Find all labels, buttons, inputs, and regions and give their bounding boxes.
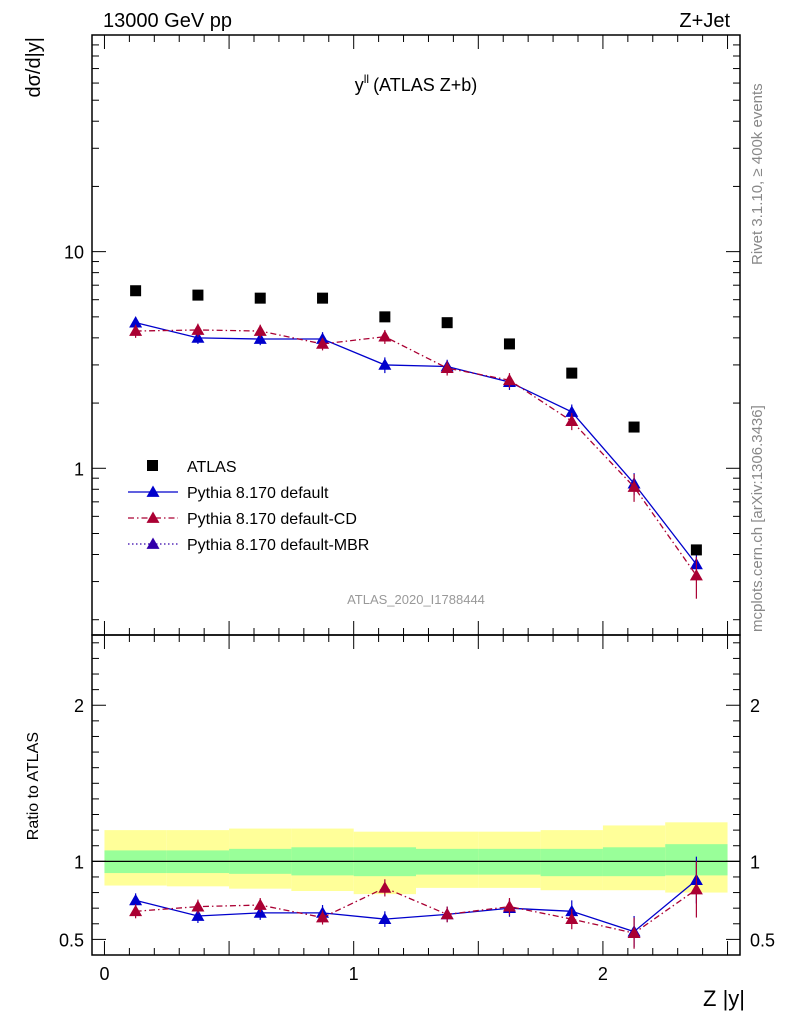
ratio-point-cd xyxy=(689,882,703,895)
x-tick-label: 2 xyxy=(598,964,608,984)
point-cd xyxy=(565,414,579,427)
point-cd xyxy=(378,330,392,342)
series-line-cd xyxy=(135,329,697,576)
legend-label-default: Pythia 8.170 default xyxy=(187,485,329,502)
legend-label-mbr: Pythia 8.170 default-MBR xyxy=(187,537,369,554)
mcplots-label: mcplots.cern.ch [arXiv:1306.3436] xyxy=(749,405,766,632)
point-atlas xyxy=(192,289,204,301)
point-atlas xyxy=(130,285,142,297)
main-title-rest: (ATLAS Z+b) xyxy=(373,75,477,95)
ratio-y-tick-label: 1 xyxy=(74,852,84,872)
ratio-point-default xyxy=(129,893,143,906)
ratio-line-default xyxy=(135,879,697,933)
legend-marker-default xyxy=(146,485,160,497)
ratio-point-cd xyxy=(627,926,641,939)
point-cd xyxy=(191,323,205,335)
point-atlas xyxy=(317,292,329,304)
point-cd xyxy=(627,480,641,492)
ratio-point-cd xyxy=(253,898,267,910)
point-default xyxy=(378,358,392,370)
ratio-point-cd xyxy=(502,900,516,912)
main-panel: 1 10 yll (ATLAS Z+b) dσ/d|y| ATLAS_2020_I1… xyxy=(23,34,741,636)
point-default xyxy=(191,331,205,343)
ratio-point-cd xyxy=(565,912,579,924)
main-y-tick-label: 1 xyxy=(74,459,84,479)
ratio-y-tick-label: 2 xyxy=(74,696,84,716)
main-title-superscript: ll xyxy=(364,72,369,86)
point-atlas xyxy=(690,544,702,556)
point-default xyxy=(253,332,267,344)
ratio-point-cd xyxy=(440,907,454,920)
point-atlas xyxy=(503,338,515,350)
main-y-tick-label: 10 xyxy=(64,243,84,263)
legend-marker-mbr xyxy=(146,537,160,549)
legend-marker-cd xyxy=(146,511,160,523)
main-title-main: y xyxy=(355,75,364,95)
analysis-watermark: ATLAS_2020_I1788444 xyxy=(347,592,485,607)
legend-marker-atlas xyxy=(147,460,158,471)
ratio-line-cd xyxy=(135,887,697,934)
point-cd xyxy=(316,337,330,349)
ratio-point-default xyxy=(191,909,205,921)
point-cd xyxy=(502,373,516,386)
point-cd xyxy=(129,324,143,336)
point-atlas xyxy=(254,292,266,304)
ratio-band-inner xyxy=(540,848,603,877)
point-cd xyxy=(440,361,454,373)
ratio-point-default xyxy=(378,912,392,924)
ratio-point-cd xyxy=(378,881,392,893)
ratio-y-axis-label: Ratio to ATLAS xyxy=(25,732,42,840)
ratio-point-cd xyxy=(129,904,143,917)
point-default xyxy=(129,316,143,328)
main-plot-title: yll (ATLAS Z+b) xyxy=(355,72,478,95)
point-atlas xyxy=(628,421,640,433)
ratio-y-tick-label-right: 0.5 xyxy=(750,930,775,950)
series-line-default xyxy=(135,322,697,565)
ratio-y-tick-label: 0.5 xyxy=(59,930,84,950)
ratio-y-tick-label-right: 1 xyxy=(750,852,760,872)
main-y-axis-label: dσ/d|y| xyxy=(23,37,45,98)
ratio-y-tick-label-right: 2 xyxy=(750,696,760,716)
point-cd xyxy=(689,568,703,581)
x-axis-label: Z |y| xyxy=(703,986,745,1011)
ratio-frame xyxy=(91,634,741,956)
ratio-point-cd xyxy=(316,911,330,923)
legend: ATLAS Pythia 8.170 default Pythia 8.170 de… xyxy=(128,459,369,554)
ratio-point-cd xyxy=(191,900,205,912)
legend-label-cd: Pythia 8.170 default-CD xyxy=(187,511,357,528)
ratio-panel: 0.5 0.5 1 1 2 2 0 1 2 Ratio to ATLAS Z |y| xyxy=(25,634,775,1011)
rivet-version-label: Rivet 3.1.10, ≥ 400k events xyxy=(749,83,766,265)
point-atlas xyxy=(441,317,453,329)
header-analysis-label: Z+Jet xyxy=(679,10,730,32)
point-default xyxy=(565,405,579,417)
x-tick-label: 0 xyxy=(99,964,109,984)
header-process-label: 13000 GeV pp xyxy=(103,10,232,32)
point-atlas xyxy=(566,367,578,379)
legend-label-atlas: ATLAS xyxy=(187,459,237,476)
point-cd xyxy=(253,324,267,336)
point-atlas xyxy=(379,311,391,323)
x-tick-label: 1 xyxy=(349,964,359,984)
